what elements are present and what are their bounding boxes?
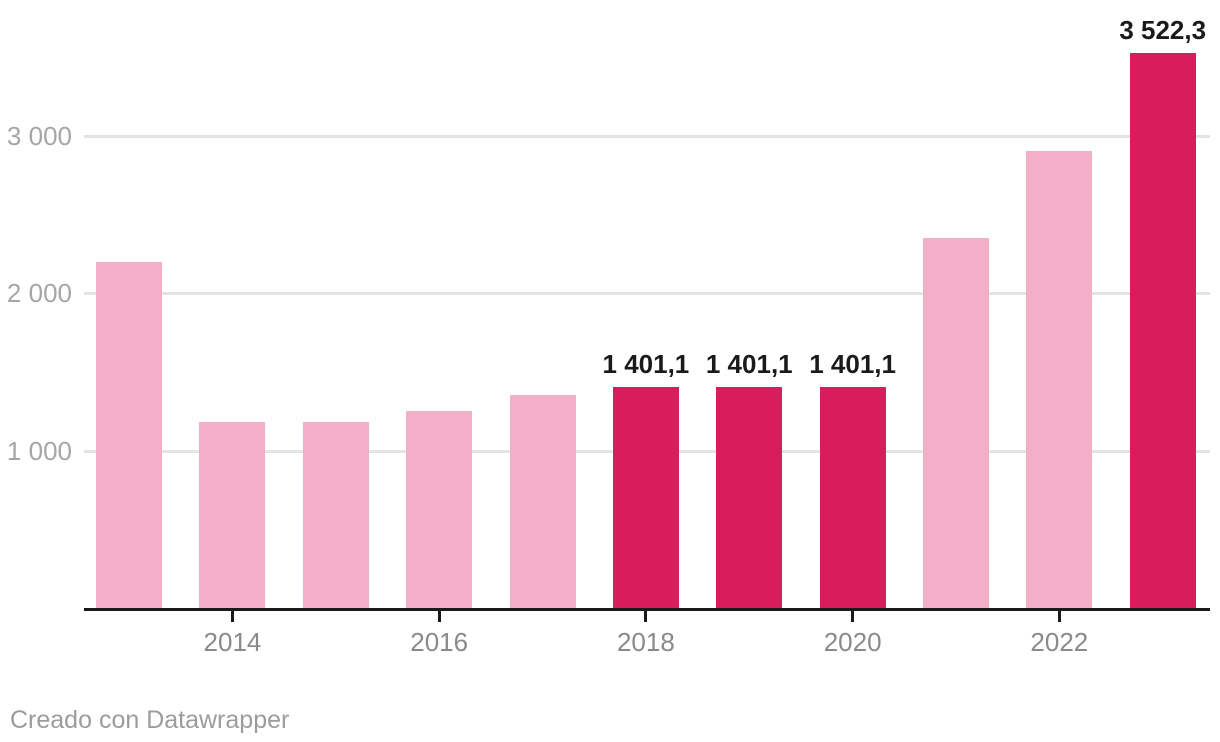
x-axis-tick-label-2020: 2020 [823, 627, 882, 657]
datawrapper-attribution-link[interactable]: Creado con Datawrapper [10, 706, 290, 734]
bar-2019 [716, 387, 783, 608]
x-axis-line [84, 608, 1210, 611]
bar-2015 [302, 422, 369, 608]
y-axis-tick-label-3000: 3 000 [6, 120, 72, 151]
gridline-3000 [84, 134, 1210, 138]
bar-2022 [1026, 151, 1093, 608]
x-axis-tick-label-2016: 2016 [410, 627, 469, 657]
x-axis-tick-2014 [230, 611, 234, 622]
bar-value-label-2020: 1 401,1 [809, 349, 896, 380]
bar-2018 [612, 387, 679, 608]
x-axis-tick-label-2022: 2022 [1030, 627, 1089, 657]
x-axis-tick-label-2014: 2014 [203, 627, 262, 657]
bar-value-label-2023: 3 522,3 [1119, 15, 1207, 46]
gridline-2000 [84, 292, 1210, 295]
bar-2014 [199, 422, 266, 608]
bar-2023 [1129, 53, 1196, 608]
bar-2021 [922, 237, 989, 608]
y-axis-tick-label-2000: 2 000 [6, 278, 72, 308]
bar-value-label-2019: 1 401,1 [705, 349, 793, 380]
x-axis-tick-2022 [1057, 611, 1061, 622]
x-axis-tick-label-2018: 2018 [616, 627, 675, 657]
bar-2020 [819, 387, 886, 608]
y-axis-tick-label-1000: 1 000 [6, 435, 72, 466]
x-axis-tick-2016 [437, 611, 441, 622]
x-axis-tick-2020 [851, 611, 855, 622]
bar-value-label-2018: 1 401,1 [602, 349, 690, 380]
bar-2013 [96, 261, 163, 608]
bar-2017 [509, 395, 576, 608]
bar-2016 [406, 411, 473, 608]
x-axis-tick-2018 [644, 611, 648, 622]
